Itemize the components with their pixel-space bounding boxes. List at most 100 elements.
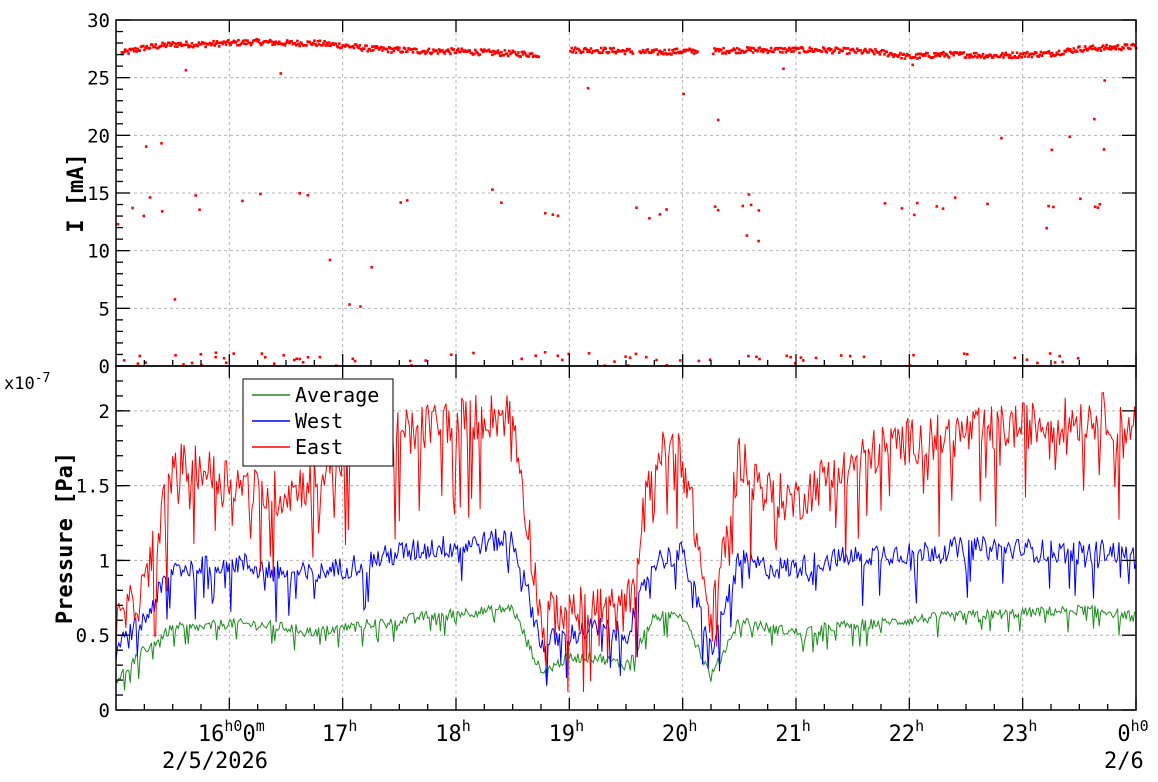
current-point [747, 354, 750, 358]
current-point [1052, 205, 1055, 209]
current-point [172, 41, 176, 45]
current-point [348, 303, 351, 306]
current-point [1093, 205, 1097, 209]
current-point [1014, 56, 1018, 59]
current-point [177, 41, 180, 45]
current-point [741, 204, 745, 208]
current-point [1040, 54, 1044, 58]
current-point [1056, 52, 1060, 56]
current-point [1114, 47, 1117, 51]
current-point [985, 54, 988, 57]
current-point [644, 355, 648, 359]
current-point [885, 50, 889, 54]
current-point [424, 359, 427, 362]
current-point [232, 39, 236, 43]
current-point [183, 43, 187, 47]
current-point [306, 355, 310, 359]
current-point [260, 352, 264, 355]
current-point [237, 38, 240, 42]
current-point [276, 42, 280, 46]
current-point [953, 196, 957, 199]
current-point [187, 45, 190, 49]
current-point [681, 50, 685, 54]
current-point [1027, 55, 1030, 59]
current-point [204, 45, 207, 49]
current-point [918, 56, 921, 60]
current-point [1107, 47, 1111, 51]
current-point [199, 42, 203, 46]
current-point [856, 47, 859, 51]
current-point [757, 239, 760, 243]
current-point [1089, 45, 1093, 48]
current-point [500, 50, 503, 54]
current-point [190, 42, 194, 45]
current-point [634, 352, 638, 356]
current-point [214, 351, 218, 355]
current-point [179, 41, 182, 45]
current-point [630, 50, 634, 53]
current-point [134, 46, 137, 50]
current-point [293, 358, 296, 362]
current-point [1032, 52, 1036, 56]
current-point [964, 56, 968, 59]
current-point [353, 359, 357, 363]
current-point [182, 363, 185, 366]
current-point [873, 52, 876, 56]
current-point [721, 52, 724, 55]
current-point [214, 355, 217, 359]
current-point [170, 42, 173, 46]
time-tick-unit: h [348, 717, 357, 735]
current-point [1050, 51, 1054, 55]
current-point [851, 47, 855, 51]
current-point [395, 46, 399, 49]
current-point [975, 51, 978, 55]
time-tick-unit: h [915, 717, 924, 735]
current-point [810, 47, 814, 51]
current-point [138, 354, 142, 358]
current-point [760, 48, 764, 51]
current-point [602, 48, 605, 52]
current-point [136, 47, 139, 51]
pressure-legend: Average West East [242, 378, 394, 467]
current-point [662, 52, 665, 56]
current-point [476, 51, 479, 55]
current-point [786, 49, 790, 52]
current-point [227, 39, 230, 42]
current-point [343, 45, 347, 48]
current-point [390, 51, 393, 54]
current-point [1026, 50, 1029, 54]
current-point [132, 49, 136, 53]
current-point [398, 46, 401, 50]
current-point [589, 47, 593, 50]
current-point [317, 43, 321, 46]
current-point [717, 49, 721, 53]
current-point [852, 49, 856, 52]
current-point [1096, 206, 1100, 209]
pressure-y-multiplier-base: x10 [4, 374, 35, 394]
current-point [370, 45, 374, 48]
current-point [768, 49, 772, 53]
current-point [270, 40, 273, 43]
current-point [160, 142, 163, 145]
time-tick-hour: 19 [549, 722, 576, 747]
current-point [351, 357, 355, 361]
current-point [587, 48, 590, 52]
current-point [1011, 51, 1014, 55]
current-point [897, 53, 901, 57]
current-point [945, 53, 949, 57]
current-point [306, 193, 310, 197]
current-point [598, 51, 602, 55]
current-point [1048, 52, 1052, 55]
current-point [749, 49, 753, 52]
current-point [385, 47, 389, 51]
current-point [800, 45, 804, 49]
current-point [948, 50, 952, 54]
current-point [965, 352, 969, 356]
current-point [144, 361, 148, 364]
current-point [279, 72, 283, 75]
current-point [896, 55, 900, 59]
current-point [900, 207, 904, 210]
current-point [551, 213, 555, 216]
time-tick-unit: h0 [1131, 717, 1149, 735]
current-point [644, 51, 647, 54]
